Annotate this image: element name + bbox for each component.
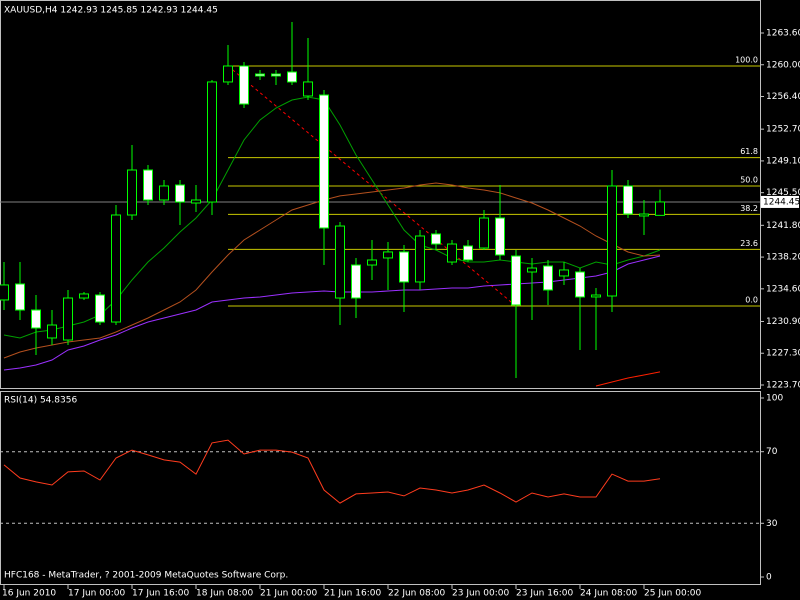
rsi-panel-frame xyxy=(0,391,761,585)
x-tick-label: 25 Jun 00:00 xyxy=(644,589,701,599)
candle-body xyxy=(655,201,665,216)
candle-body xyxy=(319,94,329,229)
x-tick-label: 23 Jun 16:00 xyxy=(516,589,573,599)
candle-body xyxy=(127,169,137,216)
x-tick-label: 24 Jun 08:00 xyxy=(580,589,637,599)
fib-label: 0.0 xyxy=(745,296,758,305)
rsi-line xyxy=(3,439,661,504)
candle-body xyxy=(191,199,201,204)
candle-body xyxy=(175,184,185,203)
candle-body xyxy=(623,185,633,215)
candle-body xyxy=(463,245,473,261)
chart-title: XAUUSD,H4 1242.93 1245.85 1242.93 1244.4… xyxy=(4,6,218,16)
y-tick-label: 1234.60 xyxy=(766,284,800,294)
y-tick-label: 1230.90 xyxy=(766,317,800,327)
candle-body xyxy=(63,297,73,341)
candle-body xyxy=(367,259,377,266)
y-tick-label: 30 xyxy=(766,519,778,529)
candle-body xyxy=(79,293,89,299)
candle-body xyxy=(591,294,601,298)
candle-body xyxy=(351,264,361,299)
footer: HFC168 - MetaTrader, ? 2001-2009 MetaQuo… xyxy=(4,571,288,581)
candle-body xyxy=(431,233,441,245)
candle-body xyxy=(31,309,41,329)
x-tick-label: 16 Jun 2010 xyxy=(2,589,56,599)
candle-body xyxy=(303,81,313,97)
y-tick-label: 1263.60 xyxy=(766,28,800,38)
candle-body xyxy=(239,65,249,105)
fib-label: 38.2 xyxy=(740,204,758,213)
fib-label: 50.0 xyxy=(740,175,758,184)
fib-label: 100.0 xyxy=(735,55,758,64)
fib-label: 61.8 xyxy=(740,147,758,156)
candle-body xyxy=(159,185,169,201)
x-tick-label: 22 Jun 08:00 xyxy=(388,589,445,599)
y-tick-label: 70 xyxy=(766,447,778,457)
x-tick-label: 18 Jun 08:00 xyxy=(196,589,253,599)
candle-body xyxy=(223,65,233,83)
candle-body xyxy=(415,235,425,283)
y-tick-label: 1241.80 xyxy=(766,221,800,231)
moving-average xyxy=(595,371,661,387)
y-tick-label: 1252.70 xyxy=(766,125,800,135)
candle-body xyxy=(527,267,537,273)
candle-body xyxy=(111,214,121,323)
y-tick-label: 0 xyxy=(766,572,772,582)
candle-body xyxy=(95,294,105,323)
x-tick-label: 17 Jun 16:00 xyxy=(132,589,189,599)
candle-body xyxy=(447,243,457,263)
candle-body xyxy=(383,251,393,259)
main-panel-frame xyxy=(0,0,761,389)
candle-body xyxy=(255,73,265,77)
candle-body xyxy=(287,71,297,83)
candle-body xyxy=(0,284,9,301)
rsi-title: RSI(14) 54.8356 xyxy=(4,396,77,406)
candle-body xyxy=(607,185,617,297)
candle-body xyxy=(15,283,25,311)
x-tick-label: 21 Jun 16:00 xyxy=(324,589,381,599)
y-tick-label: 1249.10 xyxy=(766,156,800,166)
last-price-box xyxy=(761,195,799,208)
candle-body xyxy=(639,213,649,217)
candle-body xyxy=(559,269,569,277)
last-price-label: 1244.45 xyxy=(763,197,800,207)
candle-body xyxy=(271,73,281,77)
candle-body xyxy=(399,251,409,283)
y-tick-label: 1260.00 xyxy=(766,60,800,70)
fib-label: 23.6 xyxy=(740,239,758,248)
candle-body xyxy=(543,265,553,291)
candle-body xyxy=(575,271,585,298)
candle-body xyxy=(495,217,505,256)
y-tick-label: 1227.30 xyxy=(766,349,800,359)
candle-body xyxy=(47,324,57,339)
x-tick-label: 21 Jun 00:00 xyxy=(260,589,317,599)
y-tick-label: 100 xyxy=(766,393,783,403)
y-tick-label: 1256.40 xyxy=(766,92,800,102)
candle-body xyxy=(479,217,489,249)
y-tick-label: 1223.70 xyxy=(766,381,800,391)
candle-body xyxy=(143,169,153,201)
moving-average xyxy=(3,182,661,359)
x-tick-label: 17 Jun 00:00 xyxy=(68,589,125,599)
fib-trend xyxy=(227,65,517,307)
y-tick-label: 1245.50 xyxy=(766,188,800,198)
x-tick-label: 23 Jun 00:00 xyxy=(452,589,509,599)
candle-body xyxy=(335,225,345,299)
candle-body xyxy=(511,255,521,306)
y-tick-label: 1238.20 xyxy=(766,253,800,263)
candle-body xyxy=(207,81,217,203)
